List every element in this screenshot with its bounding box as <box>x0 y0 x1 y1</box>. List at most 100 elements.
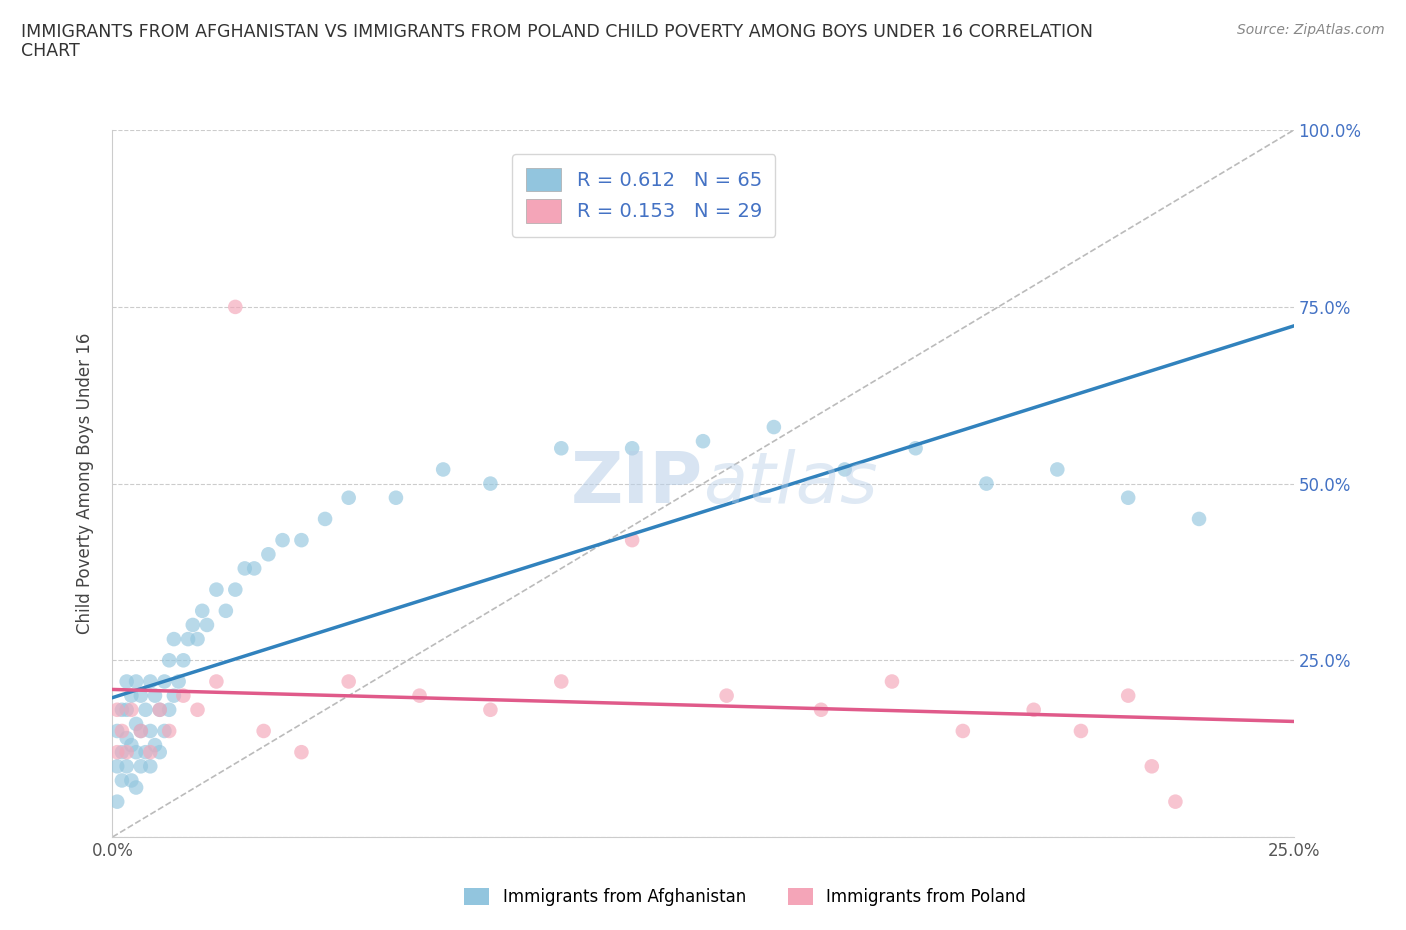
Point <box>120 702 142 717</box>
Point <box>215 604 238 618</box>
Point <box>157 653 180 668</box>
Point <box>1070 724 1092 738</box>
Point <box>290 745 312 760</box>
Point <box>125 780 148 795</box>
Point <box>1188 512 1211 526</box>
Point <box>129 688 152 703</box>
Point <box>243 561 266 576</box>
Point <box>692 433 714 448</box>
Point <box>139 674 162 689</box>
Point <box>1164 794 1187 809</box>
Point <box>120 773 142 788</box>
Y-axis label: Child Poverty Among Boys Under 16: Child Poverty Among Boys Under 16 <box>76 333 94 634</box>
Text: Source: ZipAtlas.com: Source: ZipAtlas.com <box>1237 23 1385 37</box>
Text: atlas: atlas <box>703 449 877 518</box>
Point <box>139 745 162 760</box>
Point <box>762 419 785 434</box>
Point <box>1116 688 1139 703</box>
Point <box>904 441 927 456</box>
Point <box>105 702 128 717</box>
Text: CHART: CHART <box>21 42 80 60</box>
Point <box>149 702 172 717</box>
Point <box>432 462 454 477</box>
Point <box>834 462 856 477</box>
Point <box>139 759 162 774</box>
Point <box>167 674 190 689</box>
Text: IMMIGRANTS FROM AFGHANISTAN VS IMMIGRANTS FROM POLAND CHILD POVERTY AMONG BOYS U: IMMIGRANTS FROM AFGHANISTAN VS IMMIGRANT… <box>21 23 1092 41</box>
Point <box>1116 490 1139 505</box>
Point <box>115 674 138 689</box>
Point <box>224 299 246 314</box>
Point <box>253 724 276 738</box>
Legend: Immigrants from Afghanistan, Immigrants from Poland: Immigrants from Afghanistan, Immigrants … <box>458 881 1032 912</box>
Point <box>129 759 152 774</box>
Point <box>880 674 903 689</box>
Point <box>205 674 228 689</box>
Point <box>550 674 572 689</box>
Point <box>125 745 148 760</box>
Point <box>129 724 152 738</box>
Point <box>153 724 176 738</box>
Text: ZIP: ZIP <box>571 449 703 518</box>
Point <box>115 731 138 746</box>
Point <box>115 702 138 717</box>
Point <box>115 745 138 760</box>
Point <box>952 724 974 738</box>
Point <box>111 745 134 760</box>
Point <box>233 561 256 576</box>
Point <box>177 631 200 646</box>
Point <box>111 702 134 717</box>
Point <box>120 688 142 703</box>
Point <box>143 737 166 752</box>
Point <box>120 737 142 752</box>
Point <box>149 702 172 717</box>
Point <box>1046 462 1069 477</box>
Point <box>172 653 194 668</box>
Point <box>111 773 134 788</box>
Point <box>115 759 138 774</box>
Point <box>271 533 294 548</box>
Point <box>111 724 134 738</box>
Point <box>195 618 218 632</box>
Point <box>337 490 360 505</box>
Point <box>290 533 312 548</box>
Point <box>163 688 186 703</box>
Point <box>479 702 502 717</box>
Point <box>157 702 180 717</box>
Point <box>157 724 180 738</box>
Point <box>143 688 166 703</box>
Point <box>149 745 172 760</box>
Point <box>125 674 148 689</box>
Point <box>186 702 208 717</box>
Point <box>172 688 194 703</box>
Point <box>163 631 186 646</box>
Legend: R = 0.612   N = 65, R = 0.153   N = 29: R = 0.612 N = 65, R = 0.153 N = 29 <box>512 154 776 236</box>
Point <box>621 533 644 548</box>
Point <box>139 724 162 738</box>
Point <box>153 674 176 689</box>
Point <box>479 476 502 491</box>
Point <box>257 547 280 562</box>
Point <box>1022 702 1045 717</box>
Point <box>810 702 832 717</box>
Point <box>976 476 998 491</box>
Point <box>550 441 572 456</box>
Point <box>385 490 408 505</box>
Point <box>205 582 228 597</box>
Point <box>621 441 644 456</box>
Point <box>105 794 128 809</box>
Point <box>716 688 738 703</box>
Point <box>105 724 128 738</box>
Point <box>1140 759 1163 774</box>
Point <box>125 716 148 731</box>
Point <box>129 724 152 738</box>
Point <box>186 631 208 646</box>
Point <box>135 745 157 760</box>
Point <box>224 582 246 597</box>
Point <box>105 759 128 774</box>
Point <box>105 745 128 760</box>
Point <box>337 674 360 689</box>
Point <box>191 604 214 618</box>
Point <box>181 618 204 632</box>
Point <box>408 688 430 703</box>
